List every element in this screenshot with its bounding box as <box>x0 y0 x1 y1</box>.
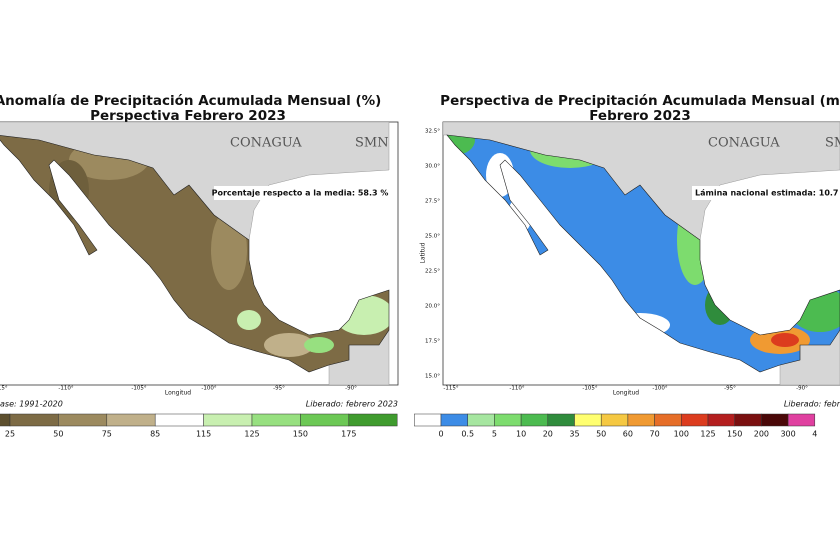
annotation: Porcentaje respecto a la media: 58.3 % <box>212 189 389 198</box>
colorbar-swatch <box>494 413 522 427</box>
title-line: Perspectiva Febrero 2023 <box>90 108 286 124</box>
colorbar-swatch <box>414 413 442 427</box>
logo-text: CONAGUA <box>708 136 780 151</box>
y-tick-label: 25.0° <box>425 234 440 240</box>
colorbar-swatch <box>574 413 602 427</box>
colorbar-label: 10 <box>516 430 526 439</box>
colorbar-swatch <box>58 413 108 427</box>
colorbar-swatch <box>547 413 575 427</box>
logo-text: CONAGUA <box>230 136 302 151</box>
y-tick-label: 17.5° <box>425 339 440 345</box>
right-panel: Perspectiva de Precipitación Acumulada M… <box>420 93 840 409</box>
colorbar-label: 200 <box>754 430 769 439</box>
y-tick-label: 15.0° <box>425 374 440 380</box>
title-line: Anomalía de Precipitación Acumulada Mens… <box>0 93 381 109</box>
x-tick-label: -110° <box>58 386 73 392</box>
colorbar-swatch <box>600 413 629 427</box>
footer-left: ase: 1991-2020 <box>0 400 63 409</box>
x-tick-label: -110° <box>509 386 524 392</box>
colorbar-label: 5 <box>492 430 497 439</box>
colorbar-swatch <box>734 413 762 427</box>
colorbar-label: 0.5 <box>461 430 474 439</box>
colorbar-swatch <box>787 413 816 427</box>
colorbar-label: 150 <box>293 430 308 439</box>
colorbar-label: 50 <box>53 430 63 439</box>
colorbar-label: 70 <box>650 430 660 439</box>
colorbar-label: 125 <box>244 430 259 439</box>
x-tick-label: -115° <box>0 386 8 392</box>
colorbar-label: 0 <box>438 430 443 439</box>
colorbar-label: 35 <box>569 430 579 439</box>
colorbar-label: 85 <box>150 430 160 439</box>
colorbar-label: 100 <box>674 430 689 439</box>
colorbar-swatch <box>761 413 789 427</box>
y-tick-label: 22.5° <box>425 269 440 275</box>
x-axis-label: Longitud <box>613 390 639 397</box>
colorbar-label: 125 <box>700 430 715 439</box>
y-axis-label: Latitud <box>420 242 427 263</box>
annotation-bg <box>214 186 386 200</box>
left-map <box>0 121 399 386</box>
colorbar-swatch <box>251 413 301 427</box>
colorbar-label: 115 <box>196 430 211 439</box>
annotation-bg <box>692 186 840 200</box>
x-tick-label: -95° <box>724 386 736 392</box>
y-tick-label: 30.0° <box>425 164 440 170</box>
x-tick-label: -95° <box>273 386 285 392</box>
colorbar-swatch <box>627 413 655 427</box>
colorbar-swatch <box>681 413 709 427</box>
x-tick-label: -115° <box>443 386 458 392</box>
title-line: Perspectiva de Precipitación Acumulada M… <box>440 93 840 109</box>
colorbar-swatch <box>106 413 156 427</box>
footer-right: Liberado: febrero 2023 <box>306 400 398 409</box>
colorbar-swatch <box>440 413 468 427</box>
colorbar-swatch <box>203 413 253 427</box>
colorbar-label: 175 <box>341 430 356 439</box>
x-tick-label: -100° <box>201 386 216 392</box>
colorbar-swatch <box>9 413 59 427</box>
annotation: Lámina nacional estimada: 10.7 <box>695 189 838 198</box>
colorbar-label: 25 <box>5 430 15 439</box>
y-tick-label: 20.0° <box>425 304 440 310</box>
x-tick-label: -100° <box>652 386 667 392</box>
colorbar-label: 150 <box>727 430 742 439</box>
colorbar-swatch <box>520 413 549 427</box>
colorbar-swatch <box>348 413 398 427</box>
colorbar-swatch <box>154 413 204 427</box>
colorbar-label: 4 <box>812 430 817 439</box>
colorbar-swatch <box>707 413 735 427</box>
y-tick-label: 32.5° <box>425 129 440 135</box>
colorbar-label: 50 <box>596 430 606 439</box>
colorbar-swatch <box>300 413 350 427</box>
logo-text: SMN <box>825 136 840 151</box>
x-tick-label: -90° <box>796 386 808 392</box>
left-panel: Anomalía de Precipitación Acumulada Mens… <box>0 93 399 409</box>
x-tick-label: -105° <box>582 386 597 392</box>
footer-right: Liberado: febr <box>784 400 840 409</box>
logo-text: SMN <box>355 136 389 151</box>
colorbar-label: 75 <box>102 430 112 439</box>
right-map <box>442 121 840 386</box>
y-tick-label: 27.5° <box>425 199 440 205</box>
x-axis-label: Longitud <box>165 390 191 397</box>
colorbar-swatch <box>654 413 682 427</box>
x-tick-label: -90° <box>345 386 357 392</box>
colorbar-label: 20 <box>543 430 553 439</box>
colorbar-swatch <box>0 413 11 427</box>
title-line: Febrero 2023 <box>589 108 691 124</box>
x-tick-label: -105° <box>131 386 146 392</box>
colorbar-label: 60 <box>623 430 633 439</box>
colorbar-label: 300 <box>780 430 795 439</box>
colorbar-swatch <box>467 413 495 427</box>
